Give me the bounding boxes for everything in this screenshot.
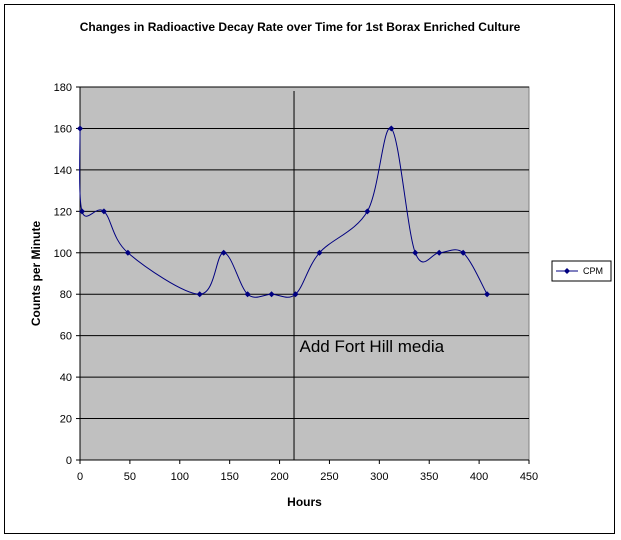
x-tick-label-200: 200 bbox=[270, 471, 288, 483]
data-point-120h bbox=[196, 291, 203, 298]
y-tick-label-100: 100 bbox=[54, 248, 72, 260]
data-point-360h bbox=[436, 249, 443, 256]
gridlines bbox=[80, 86, 529, 420]
data-point-240h bbox=[316, 249, 323, 256]
y-tick-label-180: 180 bbox=[54, 82, 72, 94]
data-point-168h bbox=[244, 291, 251, 298]
y-tick-label-160: 160 bbox=[54, 123, 72, 135]
data-point-288h bbox=[364, 208, 371, 215]
x-tick-label-150: 150 bbox=[220, 471, 238, 483]
annotation-add-fort-hill-media: Add Fort Hill media bbox=[300, 337, 445, 356]
data-point-24h bbox=[100, 208, 107, 215]
data-point-192h bbox=[268, 291, 275, 298]
chart-title: Changes in Radioactive Decay Rate over T… bbox=[79, 20, 521, 34]
x-tick-label-50: 50 bbox=[124, 471, 136, 483]
y-tick-label-120: 120 bbox=[54, 206, 72, 218]
legend-diamond-icon bbox=[564, 268, 570, 274]
data-point-336h bbox=[412, 249, 419, 256]
data-point-384h bbox=[460, 249, 467, 256]
y-tick-label-140: 140 bbox=[54, 165, 72, 177]
y-tick-label-80: 80 bbox=[60, 289, 72, 301]
x-tick-label-300: 300 bbox=[370, 471, 388, 483]
x-tick-labels: 0 50 100 150 200 250 300 350 400 450 bbox=[77, 471, 538, 483]
legend-label-cpm: CPM bbox=[583, 266, 603, 276]
legend: CPM bbox=[551, 260, 612, 282]
data-point-2h bbox=[78, 208, 85, 215]
legend-box bbox=[551, 260, 612, 282]
y-tick-label-20: 20 bbox=[60, 414, 72, 426]
y-tick-label-40: 40 bbox=[60, 372, 72, 384]
x-tick-label-100: 100 bbox=[171, 471, 189, 483]
y-tick-label-0: 0 bbox=[66, 455, 72, 467]
x-axis-label: Hours bbox=[287, 495, 322, 509]
y-axis-label: Counts per Minute bbox=[29, 221, 43, 327]
data-point-0h bbox=[77, 125, 83, 132]
y-tick-labels: 0 20 40 60 80 100 120 140 160 180 bbox=[54, 82, 72, 467]
data-point-48h bbox=[124, 249, 131, 256]
data-point-408h bbox=[484, 291, 491, 298]
series-line-cpm bbox=[79, 127, 488, 298]
data-points bbox=[77, 125, 491, 298]
x-tick-label-250: 250 bbox=[320, 471, 338, 483]
plot-area bbox=[79, 86, 530, 461]
x-tick-label-400: 400 bbox=[470, 471, 488, 483]
data-point-216h bbox=[292, 291, 299, 298]
x-tick-label-450: 450 bbox=[520, 471, 538, 483]
data-point-144h bbox=[220, 249, 227, 256]
y-tick-label-60: 60 bbox=[60, 331, 72, 343]
x-tick-label-0: 0 bbox=[77, 471, 83, 483]
data-point-312h bbox=[388, 125, 395, 132]
x-tick-label-350: 350 bbox=[420, 471, 438, 483]
